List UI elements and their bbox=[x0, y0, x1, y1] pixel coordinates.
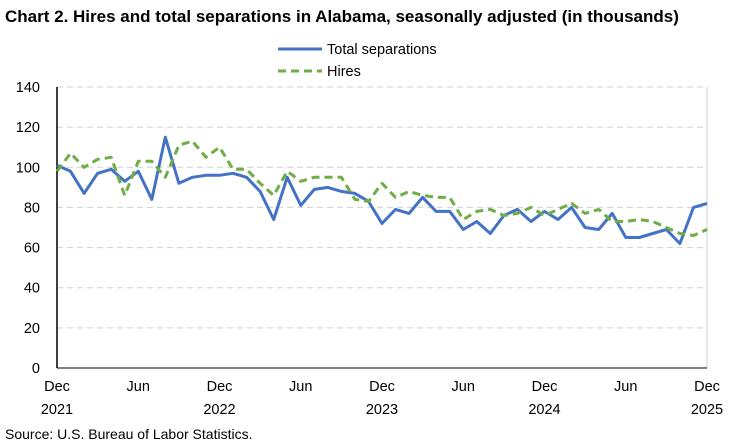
x-tick-year: 2024 bbox=[528, 402, 560, 418]
source-note: Source: U.S. Bureau of Labor Statistics. bbox=[5, 426, 253, 442]
y-tick-label: 0 bbox=[32, 361, 40, 377]
x-tick-label: Jun bbox=[289, 379, 312, 395]
y-tick-label: 100 bbox=[16, 160, 40, 176]
y-tick-label: 140 bbox=[16, 80, 40, 96]
x-tick-label: Dec bbox=[532, 379, 558, 395]
x-tick-year: 2022 bbox=[203, 402, 235, 418]
y-tick-label: 120 bbox=[16, 120, 40, 136]
chart-title: Chart 2. Hires and total separations in … bbox=[5, 7, 679, 26]
x-tick-year: 2023 bbox=[366, 402, 398, 418]
y-tick-label: 20 bbox=[24, 321, 40, 337]
legend-label: Total separations bbox=[327, 42, 437, 58]
y-tick-label: 60 bbox=[24, 241, 40, 257]
x-tick-label: Jun bbox=[614, 379, 637, 395]
x-tick-year: 2021 bbox=[41, 402, 73, 418]
series-line-total-separations bbox=[56, 135, 708, 246]
y-tick-label: 40 bbox=[24, 281, 40, 297]
series-line-hires bbox=[55, 139, 708, 237]
x-tick-label: Dec bbox=[694, 379, 720, 395]
x-tick-label: Dec bbox=[369, 379, 395, 395]
legend-label: Hires bbox=[327, 64, 361, 80]
x-tick-label: Dec bbox=[207, 379, 233, 395]
x-tick-label: Jun bbox=[452, 379, 475, 395]
x-tick-label: Jun bbox=[127, 379, 150, 395]
y-tick-label: 80 bbox=[24, 200, 40, 216]
x-tick-label: Dec bbox=[44, 379, 70, 395]
x-tick-year: 2025 bbox=[691, 402, 723, 418]
